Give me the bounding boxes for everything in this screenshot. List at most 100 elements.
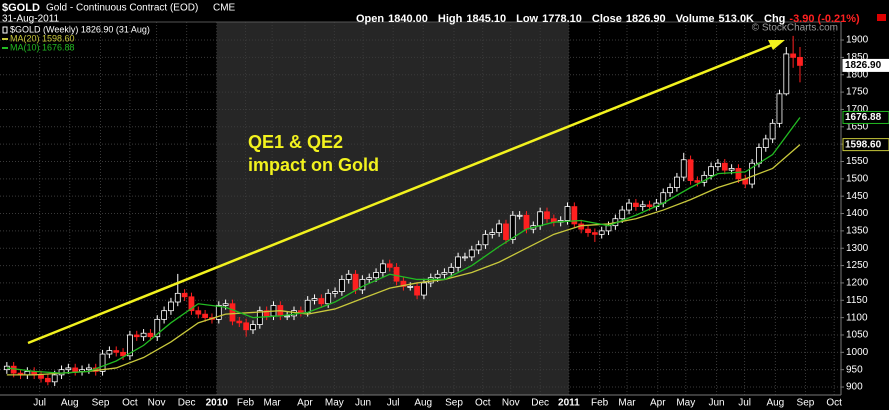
candle-body (236, 320, 243, 324)
candle-body (222, 303, 229, 306)
close-icon (877, 14, 886, 21)
candle-body (161, 310, 167, 320)
candle-body (250, 324, 256, 331)
x-tick-label: Apr (297, 398, 313, 409)
candle-body (38, 374, 44, 379)
candle-body (181, 292, 188, 298)
trend-arrow (27, 43, 773, 345)
candle-body (762, 138, 769, 149)
stat-name: High (438, 13, 463, 25)
candle-body (598, 230, 605, 235)
candle-body (797, 56, 803, 66)
candle-body (215, 305, 222, 320)
candle-body (462, 256, 468, 259)
mark-layer (3, 35, 803, 386)
x-tick-label: Jul (738, 398, 751, 409)
candle-body (721, 162, 728, 171)
y-tick-label: 1750 (846, 87, 869, 98)
y-tick-label: 1700 (846, 104, 869, 115)
candle-body (489, 232, 496, 235)
x-tick-label: Nov (148, 398, 166, 409)
candle-body (58, 369, 65, 376)
candle-body (468, 249, 475, 258)
annotation: impact on Gold (248, 155, 379, 175)
y-tick-label: 1800 (846, 69, 869, 80)
candle-body (85, 367, 92, 371)
legend-label: $GOLD (Weekly) 1826.90 (31 Aug) (10, 24, 150, 34)
value-marker-label: 1826.90 (845, 60, 882, 71)
y-tick-label: 1250 (846, 260, 869, 271)
candle-body (708, 166, 714, 176)
candle-body (619, 209, 626, 220)
candle-body (639, 204, 646, 207)
candle-body (65, 367, 72, 371)
ma-line (6, 144, 801, 376)
candle-body (120, 351, 126, 357)
legend-label: MA(10) 1676.88 (10, 42, 75, 52)
candle-body (140, 332, 147, 338)
y-tick-label: 1100 (846, 312, 868, 323)
x-tick-label: 2011 (558, 398, 580, 409)
candle-body (366, 277, 373, 280)
candle-body (441, 272, 448, 275)
x-tick-label: Apr (650, 398, 666, 409)
candle-body (263, 310, 270, 317)
x-tick-label: May (676, 398, 695, 409)
candle-body (304, 299, 311, 313)
candle-body (373, 272, 379, 279)
value-marker-box (842, 58, 889, 72)
candle-body (106, 350, 113, 355)
candle-body (687, 159, 694, 181)
candle-body (345, 273, 352, 280)
candle-body (168, 301, 174, 312)
candle-body (407, 285, 414, 288)
candle-body (544, 211, 550, 220)
x-tick-label: 2010 (206, 398, 229, 409)
candle-body (154, 318, 161, 338)
candle-body (475, 244, 482, 251)
stat-name: Low (516, 13, 538, 25)
candle-body (667, 187, 673, 194)
x-tick-label: Feb (591, 398, 609, 409)
y-tick-label: 1500 (846, 173, 869, 184)
candle-body (632, 202, 639, 207)
candle-body (448, 266, 455, 273)
exchange: CME (213, 3, 236, 14)
candle-body (359, 279, 366, 291)
x-tick-label: Jun (355, 398, 371, 409)
x-tick-label: Jul (387, 398, 400, 409)
stat-value: -3.90 (-0.21%) (789, 13, 860, 25)
stat-value: 1840.00 (388, 13, 428, 25)
y-tick-label: 1900 (846, 35, 869, 46)
candle-body (715, 162, 721, 168)
x-tick-label: Jun (708, 398, 724, 409)
candle-body (195, 310, 202, 315)
candle-body (400, 280, 407, 287)
x-tick-label: Oct (122, 398, 138, 409)
candle-body (509, 214, 516, 240)
candle-body (694, 180, 701, 183)
y-tick-label: 900 (846, 382, 863, 393)
candle-body (516, 214, 523, 217)
stat-value: 1826.90 (626, 13, 666, 25)
stat-value: 1778.10 (542, 13, 582, 25)
candle-body (537, 211, 544, 227)
candle-body (585, 228, 591, 234)
y-tick-label: 1650 (846, 121, 869, 132)
candle-body (769, 122, 776, 140)
candle-body (379, 263, 386, 273)
x-tick-label: Mar (618, 398, 636, 409)
y-tick-label: 950 (846, 364, 863, 375)
chart-date: 31-Aug-2011 (2, 14, 60, 25)
y-tick-label: 1150 (846, 295, 868, 306)
value-marker-box (842, 110, 889, 124)
arrow-head (768, 40, 785, 50)
x-tick-label: Sep (92, 398, 110, 409)
candle-body (147, 332, 154, 338)
x-tick-label: Dec (178, 398, 196, 409)
x-tick-label: Aug (414, 398, 432, 409)
y-tick-label: 1200 (846, 278, 869, 289)
candle-body (680, 159, 687, 178)
value-marker-box (842, 138, 889, 152)
candle-body (393, 266, 400, 282)
